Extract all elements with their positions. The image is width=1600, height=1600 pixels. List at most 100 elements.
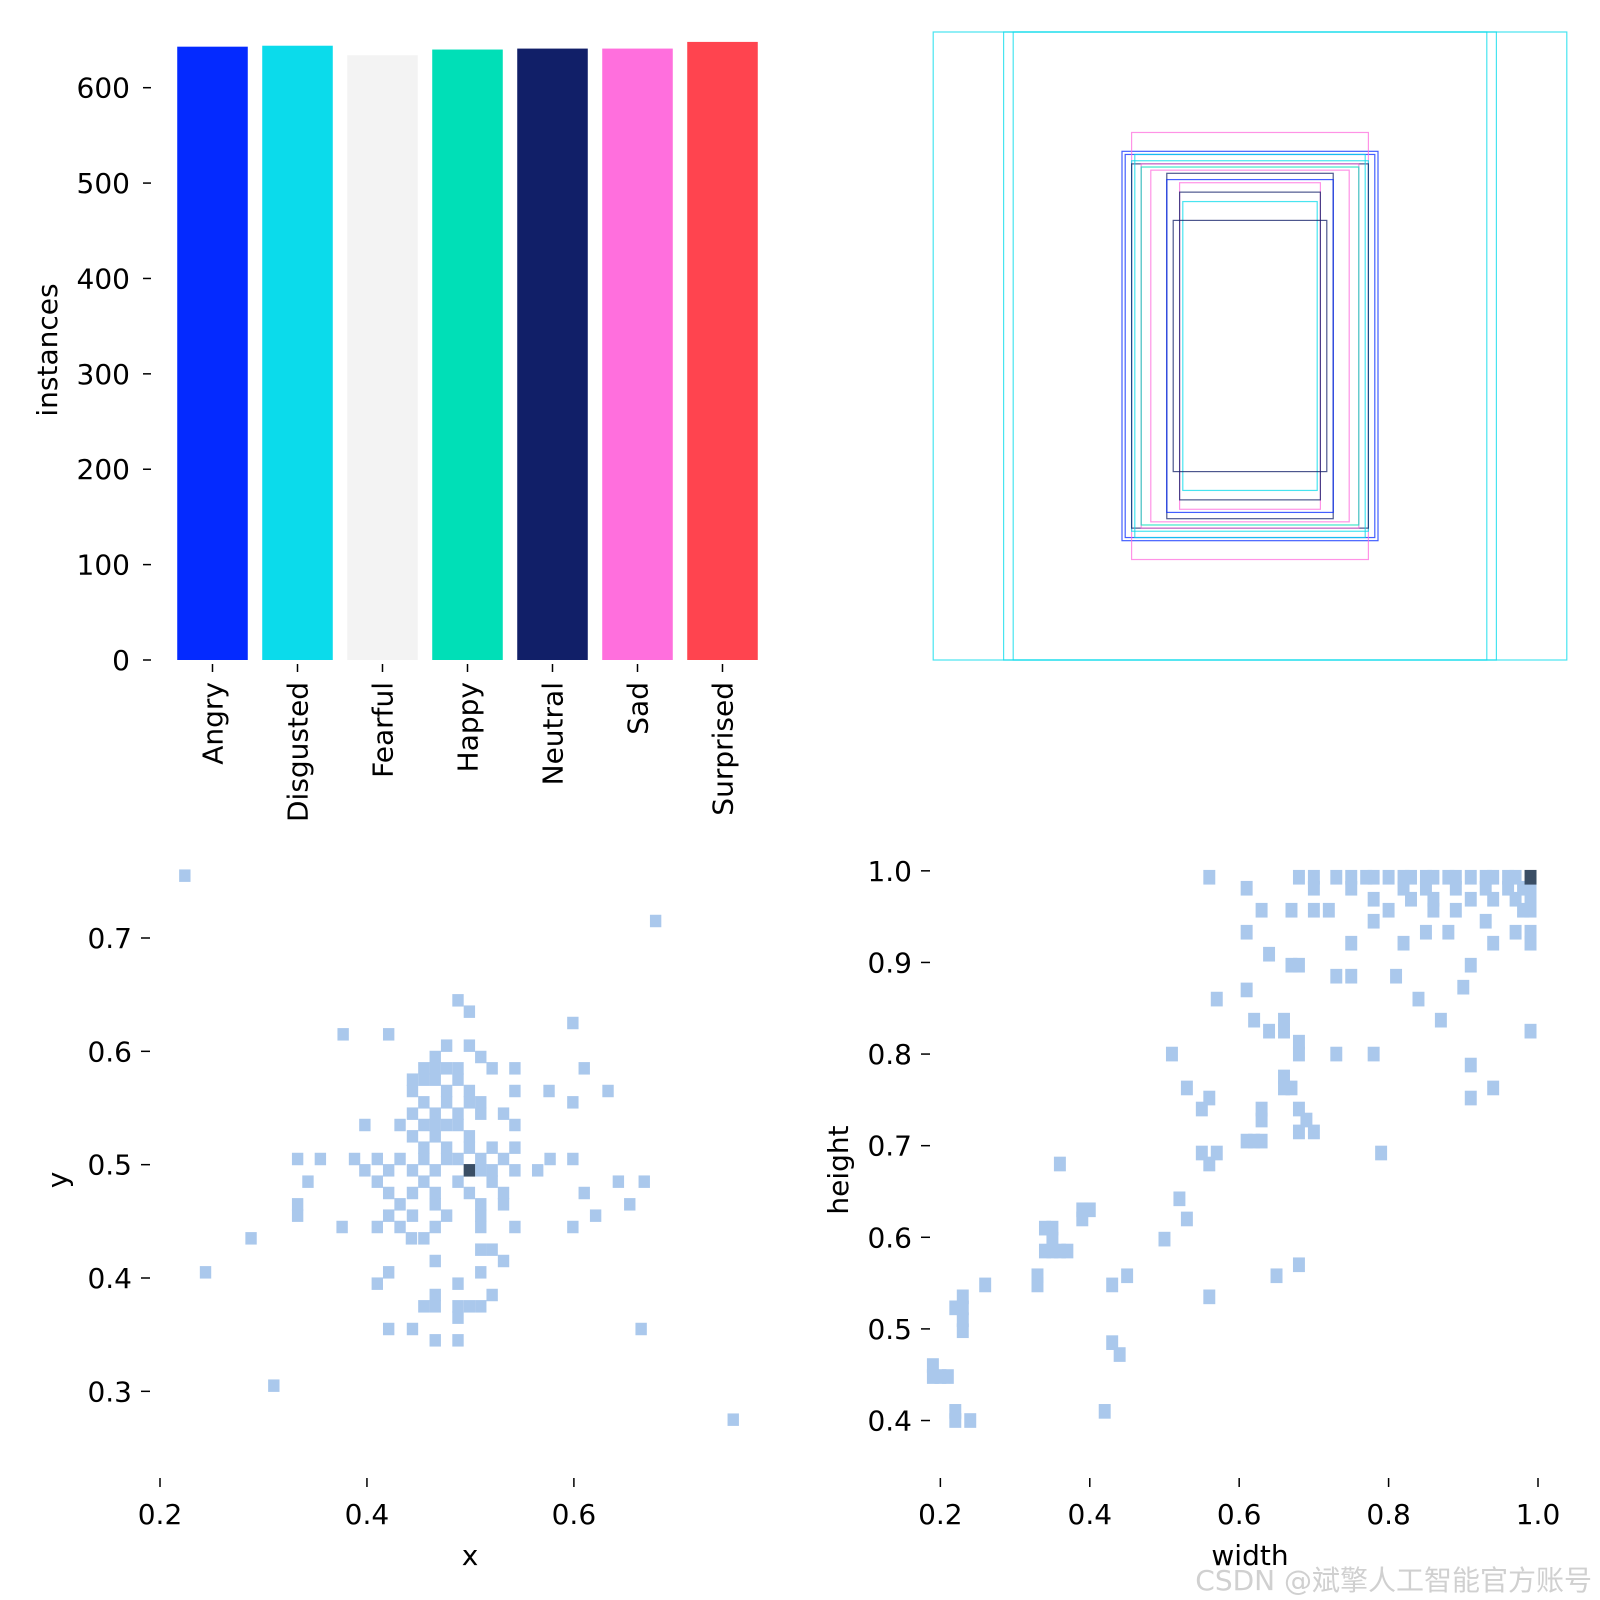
heatmap-cell xyxy=(337,1028,349,1041)
heatmap-cell xyxy=(1307,902,1320,918)
heatmap-cell xyxy=(429,1334,441,1347)
heatmap-cell xyxy=(567,1016,579,1030)
heatmap-cell xyxy=(1487,869,1500,885)
heatmap-cell xyxy=(1367,913,1380,929)
heatmap-cell xyxy=(1375,1145,1388,1161)
heatmap-cell xyxy=(1397,880,1410,896)
heatmap-cell xyxy=(1278,1069,1290,1085)
y-axis-label: instances xyxy=(31,283,64,416)
heatmap-cell xyxy=(406,1130,419,1143)
heatmap-cell xyxy=(486,1243,498,1256)
heatmap-cell xyxy=(1278,1080,1290,1096)
heatmap-cell xyxy=(371,1175,383,1188)
bounding-box xyxy=(1002,31,1497,661)
x-tick-label: 0.6 xyxy=(552,1498,597,1531)
heatmap-cell xyxy=(440,1039,453,1052)
x-tick-label: 0.4 xyxy=(345,1498,390,1531)
y-axis-label: y xyxy=(41,1172,74,1189)
heatmap-cell xyxy=(531,1164,544,1177)
heatmap-cell xyxy=(612,1175,625,1188)
heatmap-cell xyxy=(394,1198,406,1211)
heatmap-cell xyxy=(1203,869,1216,885)
heatmap-cell xyxy=(1442,924,1455,940)
watermark-text: CSDN @斌擎人工智能官方账号 xyxy=(1195,1564,1592,1597)
heatmap-cell xyxy=(1405,891,1417,907)
heatmap-cell xyxy=(1292,957,1305,973)
heatmap-cell xyxy=(1330,869,1343,885)
x-tick-label: Sad xyxy=(622,682,655,735)
heatmap-cell xyxy=(463,1084,476,1098)
heatmap-cell xyxy=(1210,1145,1223,1161)
heatmap-cell xyxy=(429,1300,441,1313)
heatmap-cell xyxy=(1419,869,1432,885)
heatmap-cell xyxy=(1046,1231,1059,1247)
bounding-box xyxy=(1172,219,1328,473)
heatmap-cell xyxy=(638,1175,650,1188)
heatmap-cell xyxy=(475,1300,487,1313)
heatmap-cell xyxy=(1285,957,1298,973)
heatmap-cell xyxy=(578,1062,590,1075)
heatmap-cell xyxy=(934,1369,947,1384)
heatmap-cell xyxy=(429,1186,441,1200)
heatmap-cell xyxy=(475,1107,487,1120)
heatmap-cell xyxy=(509,1062,521,1075)
heatmap-cell xyxy=(1502,869,1515,885)
heatmap-cell xyxy=(567,1152,579,1166)
heatmap-cell xyxy=(956,1300,969,1316)
bar-surprised xyxy=(687,41,758,660)
heatmap-cell xyxy=(359,1164,371,1177)
heatmap-cell xyxy=(1263,946,1276,962)
heatmap-cell xyxy=(452,1152,464,1166)
heatmap-cell xyxy=(1031,1277,1044,1293)
heatmap-cell xyxy=(1098,1404,1111,1419)
heatmap-cell xyxy=(429,1254,441,1268)
heatmap-cell xyxy=(1412,991,1425,1007)
heatmap-cell xyxy=(418,1096,430,1109)
heatmap-cell xyxy=(1457,979,1470,995)
heatmap-cell xyxy=(1121,1268,1134,1284)
heatmap-cell xyxy=(406,1186,419,1200)
x-tick-label: 0.6 xyxy=(1217,1498,1262,1531)
heatmap-cell xyxy=(486,1288,498,1302)
heatmap-cell xyxy=(406,1322,419,1336)
heatmap-cell xyxy=(1046,1220,1059,1236)
heatmap-cell xyxy=(1524,902,1537,918)
heatmap-cell xyxy=(348,1152,361,1166)
y-tick-label: 0.5 xyxy=(87,1149,132,1182)
heatmap-cell xyxy=(1195,1101,1208,1117)
heatmap-cell xyxy=(1248,1133,1261,1149)
heatmap-cell xyxy=(1434,1012,1447,1028)
x-tick-label: Disgusted xyxy=(282,682,315,822)
heatmap-cell xyxy=(1524,935,1537,951)
heatmap-cell xyxy=(1180,1080,1193,1096)
heatmap-cell xyxy=(497,1186,510,1200)
heatmap-cell xyxy=(406,1084,419,1098)
heatmap-cell xyxy=(394,1152,406,1166)
heatmap-cell xyxy=(1360,869,1373,885)
heatmap-cell xyxy=(418,1232,430,1245)
heatmap-cell xyxy=(452,1118,464,1132)
heatmap-cell-peak xyxy=(463,1164,476,1177)
x-tick-label: Neutral xyxy=(537,682,570,785)
bounding-box xyxy=(1150,169,1350,523)
x-tick-label: 0.4 xyxy=(1068,1498,1113,1531)
heatmap-cell xyxy=(509,1220,521,1234)
heatmap-cell xyxy=(1419,924,1432,940)
heatmap-cell xyxy=(543,1084,555,1098)
bounding-boxes-panel xyxy=(932,31,1568,661)
heatmap-cell xyxy=(1479,913,1492,929)
heatmap-cell xyxy=(1300,1112,1313,1128)
bounding-box xyxy=(1140,163,1360,529)
heatmap-cell xyxy=(418,1300,430,1313)
heatmap-cell xyxy=(1405,869,1417,885)
heatmap-cell xyxy=(1240,924,1253,940)
y-tick-label: 0.7 xyxy=(87,922,132,955)
heatmap-cell xyxy=(1278,1023,1290,1039)
x-tick-label: 0.2 xyxy=(138,1498,183,1531)
x-tick-label: Happy xyxy=(452,682,485,772)
heatmap-cell xyxy=(1449,902,1462,918)
heatmap-cell xyxy=(1203,1289,1216,1305)
heatmap-cell xyxy=(1345,935,1358,951)
heatmap-cell xyxy=(475,1050,487,1064)
heatmap-cell xyxy=(440,1152,453,1166)
